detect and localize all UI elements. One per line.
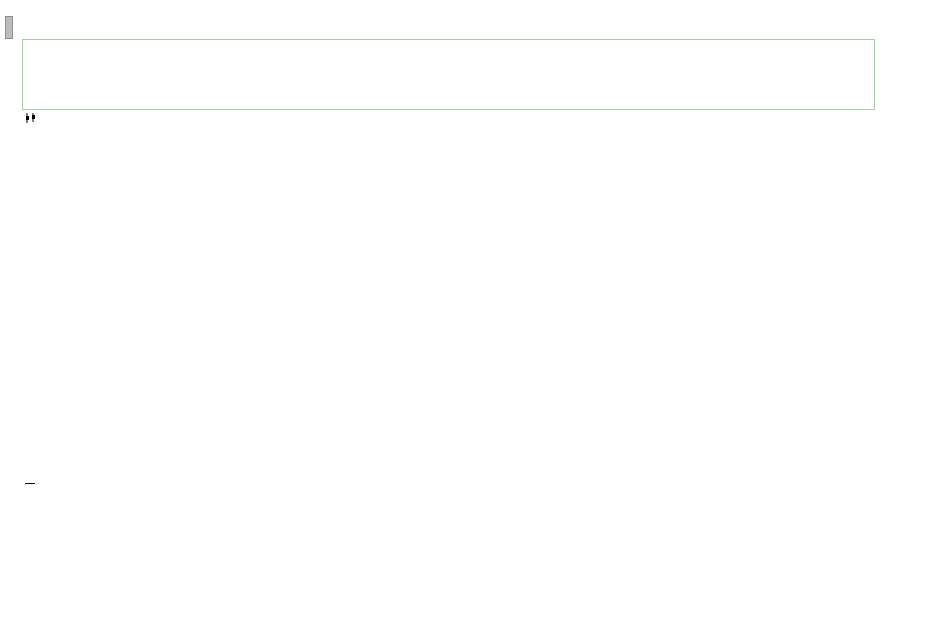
- macd-line-icon: —: [25, 478, 35, 489]
- macd-chart-canvas: [20, 474, 884, 623]
- price-chart-canvas: [20, 98, 884, 474]
- macd-legend: —: [25, 478, 39, 489]
- price-legend: [25, 113, 39, 125]
- page-title: [22, 22, 31, 37]
- drag-handle[interactable]: [5, 16, 13, 39]
- top-links: [383, 0, 413, 5]
- candlestick-icon: [26, 113, 35, 123]
